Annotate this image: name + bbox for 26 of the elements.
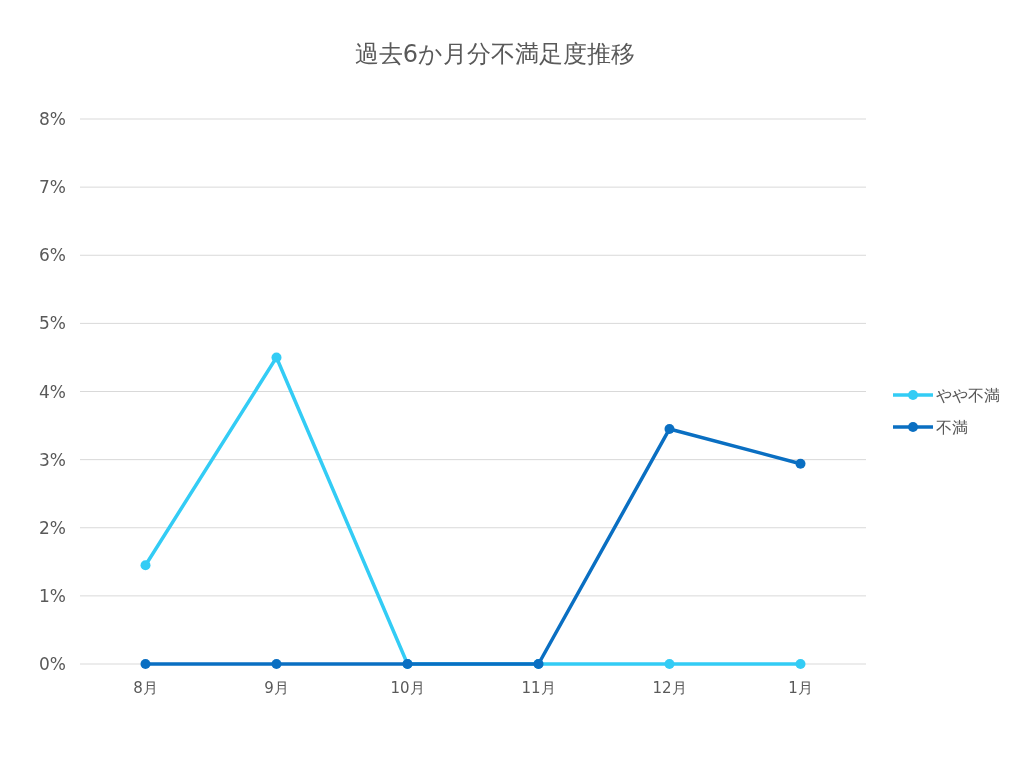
y-tick-label: 4% (39, 381, 66, 402)
y-tick-label: 5% (39, 313, 66, 334)
point (664, 659, 675, 669)
y-tick-label: 3% (39, 449, 66, 470)
y-tick-label: 7% (39, 177, 66, 198)
legend-label: やや不満 (936, 386, 1000, 405)
y-tick-label: 2% (39, 517, 66, 538)
x-tick-label: 8月 (133, 679, 158, 697)
point (795, 659, 806, 669)
point (664, 423, 675, 434)
x-tick-label: 10月 (390, 679, 425, 697)
x-tick-label: 11月 (521, 679, 556, 697)
legend-label: 不満 (936, 418, 968, 437)
point (140, 659, 151, 669)
x-tick-label: 1月 (788, 679, 813, 697)
point (140, 560, 151, 571)
x-tick-label: 12月 (652, 679, 687, 697)
y-tick-label: 6% (39, 245, 66, 266)
y-tick-label: 0% (39, 654, 66, 674)
point (271, 352, 282, 363)
y-tick-label: 1% (39, 585, 66, 606)
chart-title: 過去6か月分不満足度推移 (354, 40, 636, 68)
point (271, 659, 282, 669)
x-tick-label: 9月 (264, 679, 289, 697)
y-tick-label: 8% (39, 109, 66, 129)
point (795, 458, 806, 469)
